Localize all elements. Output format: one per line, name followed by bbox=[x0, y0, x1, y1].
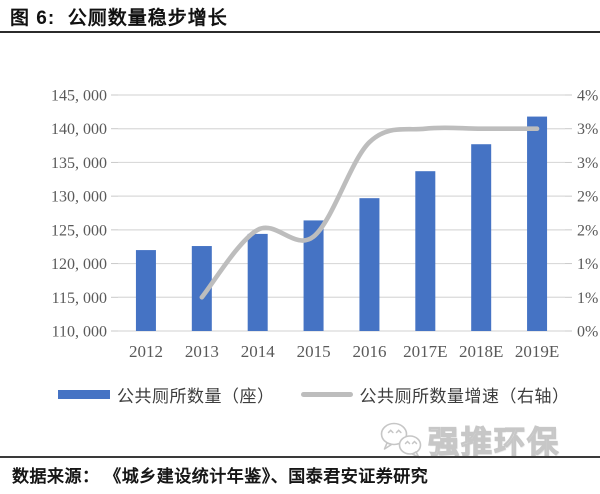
bar-series-swatch bbox=[58, 390, 110, 399]
left-axis-label: 130, 000 bbox=[51, 189, 107, 206]
left-axis-label: 115, 000 bbox=[52, 290, 107, 307]
bar bbox=[135, 250, 156, 331]
right-axis-label: 3% bbox=[577, 155, 598, 172]
right-axis-label: 2% bbox=[577, 189, 598, 206]
line-series-swatch bbox=[300, 392, 353, 397]
bar bbox=[191, 246, 212, 331]
growth-line bbox=[199, 125, 540, 300]
x-axis-label: 2013 bbox=[185, 342, 219, 361]
legend-label-line-series: 公共厕所数量增速（右轴） bbox=[359, 387, 570, 406]
right-axis-label: 0% bbox=[577, 324, 598, 341]
right-axis-label: 4% bbox=[577, 88, 598, 105]
bar bbox=[303, 220, 324, 331]
x-axis-label: 2017E bbox=[403, 342, 447, 361]
x-axis-label: 2018E bbox=[459, 342, 503, 361]
left-axis-label: 120, 000 bbox=[51, 256, 107, 273]
footer-divider bbox=[0, 456, 600, 458]
legend-item-bar-series: 公共厕所数量（座） bbox=[58, 382, 275, 407]
figure-title: 图 6: 公厕数量稳步增长 bbox=[10, 8, 228, 29]
bar bbox=[471, 144, 492, 331]
legend-item-line-series: 公共厕所数量增速（右轴） bbox=[300, 382, 570, 407]
right-axis-label: 3% bbox=[577, 121, 598, 138]
x-axis-label: 2014 bbox=[241, 342, 276, 361]
x-axis-label: 2019E bbox=[515, 342, 559, 361]
left-axis-label: 110, 000 bbox=[52, 324, 107, 341]
watermark: 强推环保 bbox=[378, 417, 560, 462]
bar bbox=[359, 198, 380, 331]
source-note: 数据来源： 《城乡建设统计年鉴》、国泰君安证券研究 bbox=[12, 467, 429, 486]
wechat-bubbles-icon bbox=[380, 422, 422, 458]
chart-legend: 公共厕所数量（座） 公共厕所数量增速（右轴） bbox=[58, 382, 578, 407]
title-divider bbox=[0, 31, 600, 33]
x-axis-label: 2015 bbox=[297, 342, 331, 361]
x-axis-label: 2012 bbox=[129, 342, 163, 361]
bar bbox=[415, 171, 436, 331]
left-axis-label: 135, 000 bbox=[51, 155, 107, 172]
right-axis-label: 2% bbox=[577, 222, 598, 239]
watermark-text: 强推环保 bbox=[427, 424, 560, 460]
legend-label-bar-series: 公共厕所数量（座） bbox=[117, 387, 275, 406]
bar bbox=[247, 233, 268, 331]
right-axis-label: 1% bbox=[577, 290, 598, 307]
x-axis-label: 2016 bbox=[352, 342, 386, 361]
left-axis-label: 125, 000 bbox=[51, 222, 107, 239]
bar bbox=[527, 116, 548, 331]
left-axis-label: 140, 000 bbox=[51, 121, 107, 138]
right-axis-label: 1% bbox=[577, 256, 598, 273]
left-axis-label: 145, 000 bbox=[51, 88, 107, 105]
